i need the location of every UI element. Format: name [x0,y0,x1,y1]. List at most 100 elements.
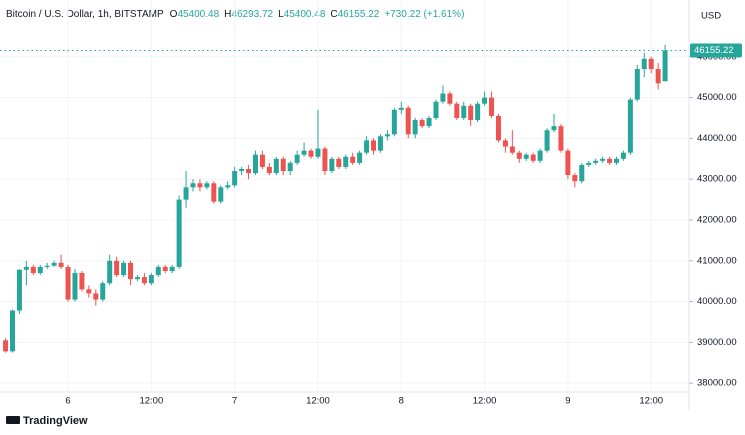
candle-body [266,166,272,174]
symbol-title: Bitcoin / U.S. Dollar, 1h, BITSTAMP [6,9,164,20]
candle-body [350,156,356,163]
y-tick-label: 45000.00 [697,92,737,103]
candle-body [190,183,196,188]
candle-body [107,260,113,284]
candle-body [204,183,210,188]
currency-label: USD [701,11,721,22]
candle-body [315,148,321,157]
candle-body [419,120,425,127]
candle-body [23,266,29,270]
candle-body [593,160,599,163]
candle-body [322,148,328,172]
candle-body [634,69,640,100]
candle-body [329,158,335,172]
last-price-label: 46155.22 [694,45,734,56]
ohlc-key: H [224,9,231,20]
brand-name: TradingView [23,415,88,427]
candle-body [384,134,390,137]
candle-body [343,156,349,167]
candle-body [440,93,446,102]
candle-body [79,273,85,290]
candle-body [523,154,529,159]
candle-body [357,152,363,163]
ohlc-key: C [330,9,337,20]
candle-body [58,262,64,267]
candle-body [294,154,300,163]
x-tick-label: 12:00 [473,396,497,407]
ohlc-value: 46293.72 [231,9,273,20]
candle-body [509,146,515,153]
candle-body [128,262,134,280]
candle-body [482,97,488,104]
candle-body [37,266,43,274]
candle-body [100,283,106,300]
candle-body [121,262,127,276]
last-price-box [690,43,742,58]
y-tick-label: 40000.00 [697,296,737,307]
ohlc-value: 46155.22 [338,9,380,20]
brand: TradingView [6,415,88,427]
y-tick-label: 42000.00 [697,215,737,226]
candle-body [461,105,467,118]
y-tick-label: 41000.00 [697,255,737,266]
y-tick-label: 38000.00 [697,378,737,389]
candle-body [225,185,231,188]
candle-body [620,152,626,159]
candle-body [239,168,245,172]
ohlc-value: 45400.48 [284,9,326,20]
candle-body [93,293,99,300]
candle-body [72,273,78,300]
candle-body [252,154,258,174]
candle-body [86,289,92,294]
candle-body [162,266,168,271]
candle-body [398,107,404,110]
candle-body [627,99,633,153]
candle-body [16,269,22,311]
candle-body [572,175,578,182]
candle-body [447,93,453,104]
candle-body [211,183,217,202]
candle-body [544,130,550,151]
candle-body [648,58,654,70]
candle-body [44,265,50,267]
ohlc-key: O [170,9,178,20]
candle-body [232,171,238,186]
candle-body [259,154,265,167]
x-tick-label: 12:00 [139,396,163,407]
candle-body [9,310,15,352]
x-tick-label: 6 [65,396,70,407]
candle-body [197,183,203,188]
candle-body [565,150,571,176]
candle-body [489,97,495,116]
candle-body [65,266,71,300]
candle-body [301,150,307,155]
candle-body [613,158,619,163]
candle-body [377,136,383,151]
candle-body [336,158,342,167]
candle-body [537,150,543,161]
title: Bitcoin / U.S. Dollar, 1h, BITSTAMP O 4540… [6,9,464,20]
y-tick-label: 44000.00 [697,133,737,144]
candle-body [600,158,606,161]
header: Bitcoin / U.S. Dollar, 1h, BITSTAMP O 4540… [6,9,464,20]
ohlc-key: L [278,9,284,20]
candle-body [607,158,613,163]
candle-body [246,168,252,174]
y-tick-label: 43000.00 [697,174,737,185]
x-tick-label: 12:00 [306,396,330,407]
x-tick-label: 12:00 [639,396,663,407]
candle-body [502,140,508,147]
candle-body [655,69,661,84]
y-tick-label: 39000.00 [697,337,737,348]
candle-body [468,105,474,121]
candle-body [412,120,418,135]
change: +730.22 (+1.61%) [384,9,464,20]
candle-body [364,140,370,153]
candle-body [141,277,147,284]
candle-body [308,150,314,157]
candle-body [433,101,439,118]
x-tick-label: 7 [232,396,237,407]
candle-body [148,275,154,284]
